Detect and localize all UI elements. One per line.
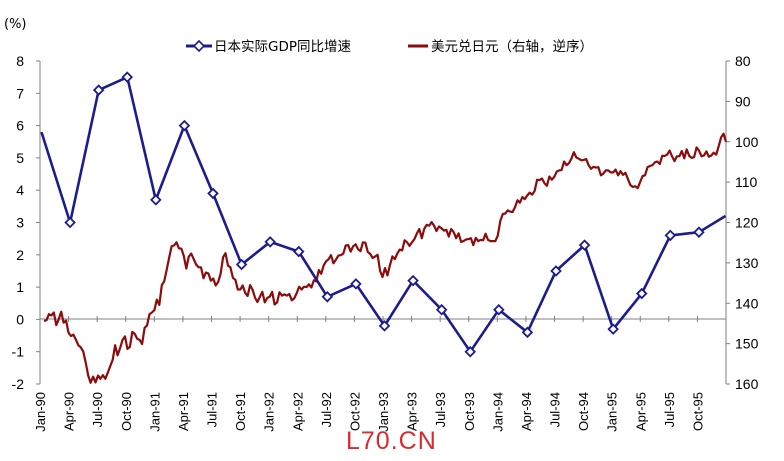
gdp-marker [292, 245, 305, 258]
x-tick-label: Jan-94 [490, 392, 505, 432]
x-tick-label: Apr-94 [519, 392, 534, 431]
right-axis-ticks: 80 90 100 110 120 130 140 150 160 [726, 53, 759, 392]
legend-gdp-diamond-icon [192, 39, 206, 53]
x-tick-label: Jan-93 [376, 392, 391, 432]
right-tick-label: 110 [735, 174, 758, 190]
legend: 日本实际GDP同比增速 美元兑日元（右轴，逆序） [186, 39, 593, 55]
right-tick-label: 80 [735, 53, 751, 69]
x-tick-label: Oct-91 [233, 392, 248, 431]
gdp-marker [521, 326, 534, 339]
gdp-marker [550, 265, 562, 277]
gdp-marker [321, 291, 334, 303]
right-tick-label: 130 [735, 255, 759, 271]
x-tick-label: Jan-92 [262, 392, 277, 432]
x-tick-label: Apr-90 [62, 392, 77, 431]
gdp-marker [150, 194, 162, 206]
gdp-marker [235, 258, 248, 271]
right-tick-label: 160 [735, 376, 759, 392]
gdp-series [40, 71, 727, 358]
right-tick-label: 90 [735, 93, 751, 109]
x-tick-label: Oct-94 [576, 392, 591, 431]
gdp-marker [407, 274, 419, 287]
gdp-marker [464, 345, 477, 358]
left-tick-label: 4 [16, 182, 24, 198]
x-tick-label: Jul-95 [662, 392, 677, 427]
left-axis-ticks: -2 -1 0 1 2 3 4 5 6 7 8 [12, 53, 40, 392]
gdp-marker [64, 216, 76, 229]
x-tick-label: Apr-93 [405, 392, 420, 431]
x-tick-label: Jan-90 [33, 392, 48, 432]
fx-line [43, 132, 728, 384]
gdp-marker [207, 187, 219, 200]
x-tick-label: Oct-95 [690, 392, 705, 431]
gdp-marker [92, 84, 105, 96]
left-tick-label: 1 [16, 279, 24, 295]
x-tick-label: Oct-90 [119, 392, 134, 431]
right-tick-label: 100 [735, 134, 759, 150]
x-tick-label: Apr-91 [176, 392, 191, 431]
gdp-marker [435, 303, 448, 316]
left-tick-label: 8 [16, 53, 24, 69]
gdp-marker [121, 71, 134, 83]
x-tick-label: Jan-95 [605, 392, 620, 432]
gdp-marker [264, 236, 276, 248]
x-tick-label: Jan-91 [147, 392, 162, 432]
right-tick-label: 150 [735, 336, 759, 352]
x-tick-label: Jul-90 [90, 392, 105, 427]
gdp-marker [635, 287, 648, 300]
legend-fx-label: 美元兑日元（右轴，逆序） [431, 39, 593, 55]
x-tick-label: Jul-94 [548, 392, 563, 427]
left-tick-label: 2 [16, 247, 24, 263]
left-tick-label: 5 [16, 150, 24, 166]
x-tick-label: Jul-91 [205, 392, 220, 427]
watermark: L70.CN [346, 427, 437, 455]
gdp-marker [378, 320, 391, 332]
right-tick-label: 120 [735, 215, 759, 231]
gdp-marker [578, 239, 591, 251]
gdp-marker [693, 226, 705, 238]
x-tick-label: Jul-92 [319, 392, 334, 427]
left-tick-label: 6 [16, 118, 24, 134]
gdp-marker [350, 278, 362, 290]
left-tick-label: 3 [16, 215, 24, 231]
gdp-marker [178, 119, 191, 132]
gdp-marker [664, 229, 677, 242]
x-tick-label: Oct-92 [347, 392, 362, 431]
left-tick-label: -2 [12, 376, 25, 392]
fx-series [43, 132, 728, 384]
x-tick-label: Oct-93 [462, 392, 477, 431]
gdp-marker [607, 323, 619, 335]
gdp-marker [493, 303, 505, 316]
x-tick-label: Jul-93 [433, 392, 448, 427]
left-tick-label: -1 [12, 344, 25, 360]
left-tick-label: 7 [16, 85, 24, 101]
gdp-line [40, 75, 727, 354]
x-axis-ticks: Jan-90 Apr-90 Jul-90 Oct-90 Jan-91 Apr-91 Jul-… [33, 316, 727, 432]
x-tick-label: Apr-95 [633, 392, 648, 431]
left-tick-label: 0 [16, 311, 24, 327]
legend-gdp-label: 日本实际GDP同比增速 [214, 39, 351, 55]
left-unit-label: (%) [4, 17, 27, 32]
right-tick-label: 140 [735, 295, 759, 311]
x-tick-label: Apr-92 [290, 392, 305, 431]
